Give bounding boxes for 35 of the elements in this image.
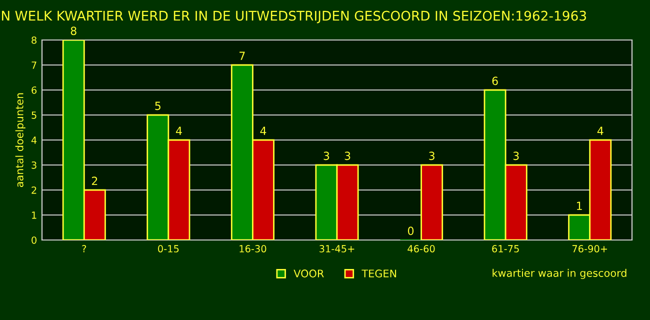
data-label: 1	[577, 202, 582, 210]
x-tick-label: 61-75	[492, 245, 519, 252]
y-tick-label: 8	[32, 36, 36, 44]
y-tick-label: 7	[32, 62, 36, 69]
x-axis-title: kwartier waar in gescoord	[492, 268, 626, 279]
chart-title: N WELK KWARTIER WERD ER IN DE UITWEDSTRIJDEN GESCOORD IN SEIZOEN:1962-1963	[2, 10, 586, 24]
y-tick-label: 2	[32, 186, 36, 194]
x-tick-label: 31-45+	[320, 245, 354, 252]
x-tick-label: 46-60	[408, 245, 435, 252]
data-label: 3	[513, 152, 519, 160]
data-label: 3	[429, 152, 434, 160]
data-label: 4	[260, 126, 266, 135]
x-tick-label: 76-90+	[572, 245, 608, 252]
legend-label: TEGEN	[362, 270, 396, 278]
y-tick-label: 5	[32, 112, 36, 119]
data-label: 4	[176, 126, 182, 135]
x-tick-label: 16-30	[240, 245, 266, 252]
data-label: 2	[92, 176, 98, 185]
data-label: 6	[492, 76, 498, 86]
legend-label: VOOR	[294, 270, 324, 278]
data-label: 8	[70, 26, 76, 36]
y-tick-label: 3	[32, 161, 36, 169]
data-label: 5	[155, 102, 160, 110]
data-label: 3	[344, 152, 350, 160]
y-tick-label: 4	[31, 136, 37, 144]
y-axis-title: aantal doelpunten	[15, 93, 26, 187]
data-label: 0	[408, 226, 414, 236]
data-label: 4	[597, 126, 604, 135]
y-tick-label: 6	[32, 86, 37, 94]
y-tick-label: 1	[32, 212, 36, 219]
data-label: 3	[324, 152, 330, 160]
data-label: 7	[240, 52, 245, 60]
x-tick-label: 0-15	[158, 245, 179, 252]
x-tick-label: ?	[82, 245, 86, 252]
y-tick-label: 0	[32, 236, 36, 244]
